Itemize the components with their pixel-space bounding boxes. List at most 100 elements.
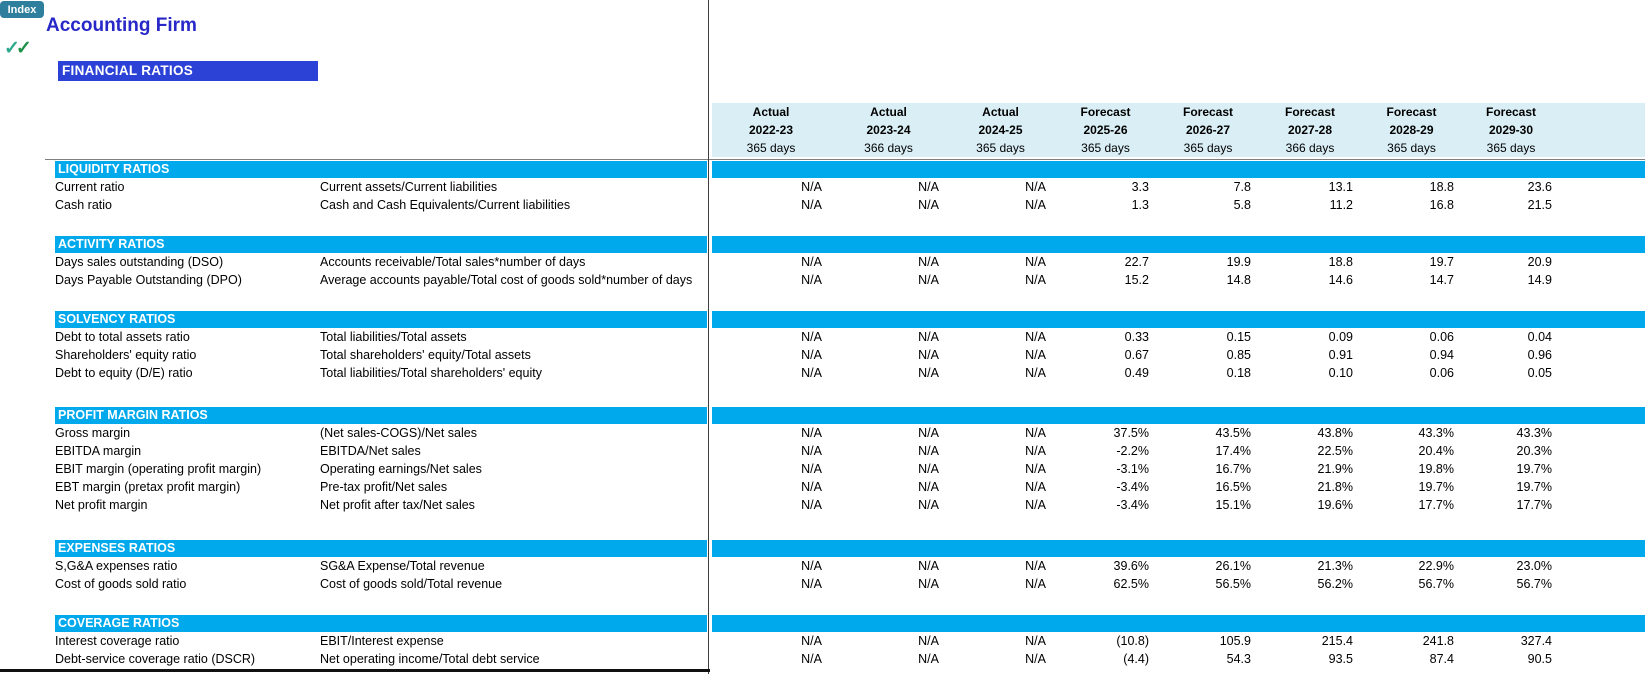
cell-value[interactable]: 23.6 [1527,180,1552,194]
cell-value[interactable]: 22.7 [1124,255,1149,269]
cell-value[interactable]: 11.2 [1329,198,1353,212]
cell-value[interactable]: N/A [918,180,939,194]
cell-value[interactable]: N/A [801,444,822,458]
cell-value[interactable]: N/A [918,634,939,648]
cell-value[interactable]: N/A [1025,652,1046,666]
cell-value[interactable]: N/A [1025,255,1046,269]
cell-value[interactable]: N/A [1025,330,1046,344]
cell-value[interactable]: 43.3% [1516,426,1552,440]
cell-value[interactable]: 22.5% [1317,444,1353,458]
cell-value[interactable]: N/A [1025,366,1046,380]
cell-value[interactable]: N/A [1025,273,1046,287]
column-header[interactable]: Forecast 2025-26 365 days [1054,103,1157,157]
cell-value[interactable]: 0.06 [1429,330,1454,344]
cell-value[interactable]: -3.1% [1116,462,1149,476]
cell-value[interactable]: 3.3 [1131,180,1149,194]
cell-value[interactable]: 16.8 [1429,198,1454,212]
cell-value[interactable]: 14.9 [1527,273,1552,287]
cell-value[interactable]: N/A [918,498,939,512]
cell-value[interactable]: 0.18 [1226,366,1251,380]
cell-value[interactable]: N/A [801,255,822,269]
cell-value[interactable]: 21.3% [1317,559,1353,573]
cell-value[interactable]: 37.5% [1113,426,1149,440]
cell-value[interactable]: N/A [918,273,939,287]
cell-value[interactable]: 43.5% [1215,426,1251,440]
cell-value[interactable]: N/A [918,198,939,212]
cell-value[interactable]: 0.05 [1527,366,1552,380]
cell-value[interactable]: 0.04 [1527,330,1552,344]
cell-value[interactable]: N/A [801,498,822,512]
cell-value[interactable]: N/A [918,426,939,440]
cell-value[interactable]: 0.06 [1429,366,1454,380]
cell-value[interactable]: 7.8 [1233,180,1251,194]
cell-value[interactable]: N/A [918,366,939,380]
cell-value[interactable]: 19.6% [1317,498,1353,512]
cell-value[interactable]: 21.5 [1527,198,1552,212]
cell-value[interactable]: 23.0% [1516,559,1552,573]
cell-value[interactable]: N/A [801,559,822,573]
cell-value[interactable]: 17.4% [1215,444,1251,458]
cell-value[interactable]: 17.7% [1516,498,1552,512]
cell-value[interactable]: N/A [801,426,822,440]
cell-value[interactable]: N/A [801,180,822,194]
cell-value[interactable]: N/A [1025,480,1046,494]
cell-value[interactable]: 0.09 [1328,330,1353,344]
cell-value[interactable]: 19.7 [1429,255,1454,269]
cell-value[interactable]: 16.7% [1215,462,1251,476]
cell-value[interactable]: N/A [801,634,822,648]
cell-value[interactable]: -3.4% [1116,480,1149,494]
cell-value[interactable]: N/A [1025,180,1046,194]
cell-value[interactable]: 20.4% [1418,444,1454,458]
cell-value[interactable]: -2.2% [1116,444,1149,458]
cell-value[interactable]: N/A [918,330,939,344]
cell-value[interactable]: 19.7% [1418,480,1454,494]
cell-value[interactable]: N/A [918,255,939,269]
cell-value[interactable]: 18.8 [1328,255,1353,269]
cell-value[interactable]: N/A [918,559,939,573]
cell-value[interactable]: 0.94 [1429,348,1454,362]
cell-value[interactable]: N/A [1025,198,1046,212]
column-header[interactable]: Forecast 2029-30 365 days [1462,103,1560,157]
cell-value[interactable]: 19.7% [1516,480,1552,494]
cell-value[interactable]: 56.7% [1516,577,1552,591]
cell-value[interactable]: N/A [918,652,939,666]
cell-value[interactable]: 90.5 [1527,652,1552,666]
cell-value[interactable]: (4.4) [1123,652,1149,666]
cell-value[interactable]: 54.3 [1226,652,1251,666]
column-header[interactable]: Actual 2022-23 365 days [712,103,830,157]
cell-value[interactable]: 17.7% [1418,498,1454,512]
cell-value[interactable]: N/A [1025,577,1046,591]
cell-value[interactable]: N/A [801,462,822,476]
cell-value[interactable]: 56.2% [1317,577,1353,591]
cell-value[interactable]: N/A [801,330,822,344]
cell-value[interactable]: 0.10 [1328,366,1353,380]
cell-value[interactable]: 13.1 [1328,180,1353,194]
cell-value[interactable]: N/A [1025,444,1046,458]
cell-value[interactable]: N/A [801,348,822,362]
index-button[interactable]: Index [0,1,44,18]
cell-value[interactable]: 87.4 [1429,652,1454,666]
cell-value[interactable]: N/A [1025,498,1046,512]
cell-value[interactable]: 0.33 [1124,330,1149,344]
cell-value[interactable]: N/A [1025,634,1046,648]
cell-value[interactable]: N/A [918,348,939,362]
cell-value[interactable]: 15.1% [1215,498,1251,512]
cell-value[interactable]: 19.7% [1516,462,1552,476]
cell-value[interactable]: 16.5% [1215,480,1251,494]
cell-value[interactable]: 15.2 [1124,273,1149,287]
cell-value[interactable]: 20.3% [1516,444,1552,458]
cell-value[interactable]: N/A [1025,462,1046,476]
cell-value[interactable]: N/A [1025,348,1046,362]
cell-value[interactable]: 14.7 [1429,273,1454,287]
cell-value[interactable]: 0.85 [1226,348,1251,362]
cell-value[interactable]: 19.8% [1418,462,1454,476]
cell-value[interactable]: 241.8 [1422,634,1454,648]
column-header[interactable]: Actual 2023-24 366 days [830,103,947,157]
column-header[interactable]: Forecast 2028-29 365 days [1361,103,1462,157]
cell-value[interactable]: 1.3 [1131,198,1149,212]
column-header[interactable]: Actual 2024-25 365 days [947,103,1054,157]
cell-value[interactable]: 21.8% [1317,480,1353,494]
cell-value[interactable]: 0.15 [1226,330,1251,344]
cell-value[interactable]: N/A [1025,426,1046,440]
cell-value[interactable]: 105.9 [1219,634,1251,648]
